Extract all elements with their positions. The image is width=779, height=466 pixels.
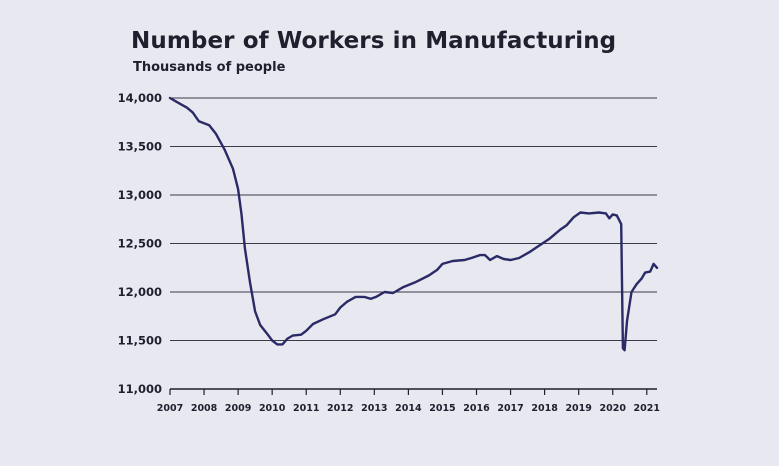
x-tick-label: 2014 (395, 403, 422, 414)
y-tick-label: 11,000 (118, 382, 162, 396)
x-tick-label: 2018 (531, 403, 558, 414)
x-tick-label: 2011 (293, 403, 319, 414)
x-tick-label: 2019 (565, 403, 591, 414)
y-gridlines (170, 97, 657, 341)
x-tick-label: 2008 (191, 403, 218, 414)
data-series (168, 96, 659, 352)
y-tick-label: 12,500 (118, 237, 162, 251)
x-tick-label: 2021 (634, 403, 660, 414)
y-tick-labels: 11,000 11,500 12,000 12,500 13,000 13,500 14,0… (118, 91, 162, 396)
series-line (168, 96, 659, 352)
y-tick-label: 13,000 (118, 188, 162, 202)
x-tick-label: 2007 (157, 403, 183, 414)
x-tick-label: 2015 (429, 403, 455, 414)
x-tick-label: 2010 (259, 403, 286, 414)
y-tick-label: 14,000 (118, 91, 162, 105)
x-tick-label: 2013 (361, 403, 387, 414)
x-tick-label: 2020 (600, 403, 627, 414)
x-axis (169, 388, 657, 395)
y-tick-label: 12,000 (118, 285, 162, 299)
chart-title: Number of Workers in Manufacturing (131, 28, 617, 54)
x-tick-label: 2012 (327, 403, 353, 414)
x-tick-label: 2017 (497, 403, 523, 414)
y-tick-label: 13,500 (118, 140, 162, 154)
x-tick-label: 2009 (225, 403, 251, 414)
chart-subtitle: Thousands of people (133, 60, 286, 75)
y-tick-label: 11,500 (118, 334, 162, 348)
x-tick-label: 2016 (463, 403, 490, 414)
x-tick-labels: 2007 2008 2009 2010 2011 2012 2013 2014 2015 2016… (157, 403, 660, 414)
